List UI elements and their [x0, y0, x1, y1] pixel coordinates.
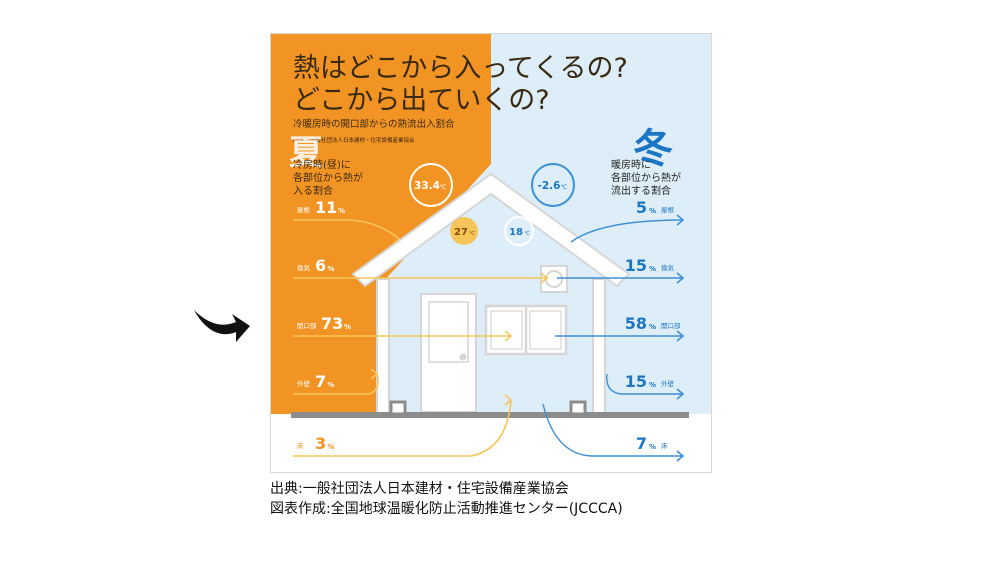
summer-background — [271, 34, 491, 414]
chart-credit: 図表作成:全国地球温暖化防止活動推進センター(JCCCA) — [270, 501, 623, 517]
summer-value: 11 — [315, 198, 337, 217]
summer-arrowhead-4 — [504, 394, 513, 406]
winter-part-label: 床 — [661, 441, 668, 450]
summer-caption-2: 各部位から熱が — [293, 171, 363, 184]
winter-arrow-0 — [570, 219, 684, 243]
summer-percent: % — [328, 443, 335, 451]
summer-value: 6 — [315, 256, 326, 275]
summer-arrowhead-0 — [392, 233, 401, 245]
winter-arrow-3 — [606, 373, 683, 395]
summer-part-label: 屋根 — [297, 205, 311, 214]
winter-kanji: 冬 — [633, 126, 673, 172]
window-icon — [484, 304, 568, 356]
summer-outside-temp: 33.4 — [414, 180, 440, 192]
source-small: (出典) 一般社団法人日本建材・住宅設備産業協会 — [293, 136, 415, 144]
winter-value: 5 — [636, 198, 647, 217]
summer-part-label: 換気 — [297, 263, 311, 272]
summer-outside-temp-badge: 33.4 ℃ — [409, 163, 453, 207]
winter-value: 15 — [625, 256, 647, 275]
winter-percent: % — [649, 381, 656, 389]
summer-value: 73 — [321, 314, 343, 333]
winter-outside-temp: -2.6 — [538, 180, 561, 192]
winter-part-label: 開口部 — [661, 321, 681, 330]
winter-percent: % — [649, 443, 656, 451]
floor-zone — [271, 414, 711, 472]
summer-percent: % — [338, 207, 345, 215]
summer-kanji: 夏 — [289, 133, 324, 173]
winter-outside-temp-badge: -2.6 ℃ — [531, 163, 575, 207]
winter-percent: % — [649, 265, 656, 273]
heat-flow-infographic: 熱はどこから入ってくるの? どこから出ていくの? 冷暖房時の開口部からの熱流出入… — [270, 33, 712, 473]
winter-outside-temp-unit: ℃ — [561, 184, 568, 191]
summer-part-label: 開口部 — [297, 321, 317, 330]
heat-flow-arrows — [293, 214, 685, 462]
winter-caption-2: 各部位から熱が — [611, 171, 681, 184]
winter-part-label: 外壁 — [661, 379, 675, 388]
winter-arrowhead-3 — [676, 388, 685, 400]
summer-arrowhead-1 — [540, 272, 549, 284]
winter-value: 58 — [625, 314, 647, 333]
summer-arrowhead-3 — [370, 368, 379, 380]
winter-percent: % — [649, 323, 656, 331]
summer-arrowhead-2 — [504, 330, 513, 342]
winter-caption-1: 暖房時に — [611, 158, 651, 171]
winter-caption-3: 流出する割合 — [611, 184, 671, 197]
summer-outside-temp-unit: ℃ — [440, 184, 447, 191]
winter-arrow-4 — [542, 403, 683, 457]
summer-inside-temp: 27 — [454, 227, 468, 238]
summer-caption-3: 入る割合 — [293, 184, 333, 197]
winter-inside-temp: 18 — [509, 227, 523, 238]
title-line2: どこから出ていくの? — [293, 85, 550, 116]
source-credit: 出典:一般社団法人日本建材・住宅設備産業協会 — [270, 481, 569, 497]
winter-part-label: 屋根 — [661, 205, 675, 214]
summer-arrow-3 — [293, 373, 379, 395]
house-left-wall — [376, 278, 390, 415]
winter-value: 15 — [625, 372, 647, 391]
winter-inside-temp-unit: ℃ — [524, 231, 530, 237]
house-roof — [351, 172, 631, 288]
winter-inside-temp-badge: 18 ℃ — [504, 216, 534, 246]
summer-value: 3 — [315, 434, 326, 453]
summer-percent: % — [344, 323, 351, 331]
curved-arrow-icon — [194, 310, 250, 342]
winter-arrowhead-4 — [676, 450, 685, 462]
heat-flow-labels: 屋根 11 %換気 6 %開口部 73 %外壁 7 %床 3 %%5 屋根%15 換気%58 開口部%15… — [297, 198, 681, 453]
subtitle: 冷暖房時の開口部からの熱流出入割合 — [293, 118, 455, 130]
winter-part-label: 換気 — [661, 263, 675, 272]
summer-caption-1: 冷房時(昼)に — [293, 158, 351, 171]
house-right-wall — [592, 278, 606, 415]
winter-arrowhead-2 — [676, 330, 685, 342]
summer-value: 7 — [315, 372, 326, 391]
summer-part-label: 床 — [297, 441, 304, 450]
summer-percent: % — [328, 381, 335, 389]
winter-arrowhead-1 — [676, 272, 685, 284]
winter-value: 7 — [636, 434, 647, 453]
summer-part-label: 外壁 — [297, 379, 311, 388]
summer-inside-temp-badge: 27 ℃ — [450, 217, 478, 245]
summer-inside-temp-unit: ℃ — [469, 231, 475, 237]
summer-arrow-4 — [293, 399, 512, 457]
ground-line — [291, 400, 689, 418]
winter-arrowhead-0 — [676, 214, 685, 226]
summer-percent: % — [328, 265, 335, 273]
title-line1: 熱はどこから入ってくるの? — [293, 53, 628, 84]
door-icon — [420, 293, 477, 413]
winter-percent: % — [649, 207, 656, 215]
